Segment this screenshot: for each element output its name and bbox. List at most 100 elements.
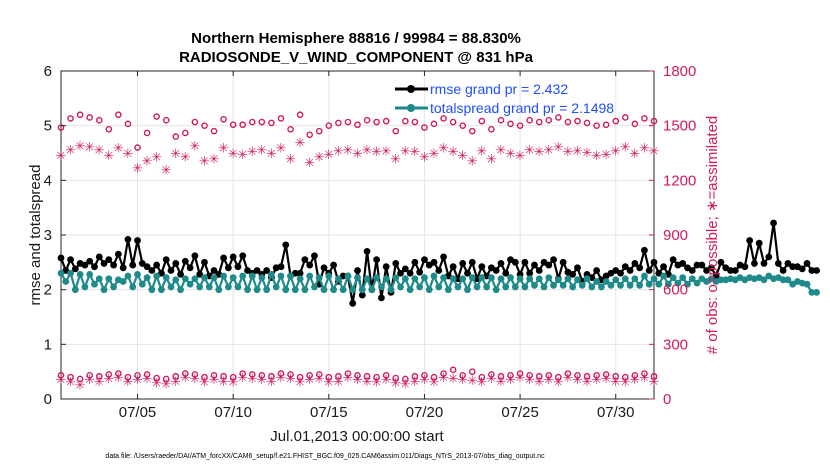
obs-assimilated-point: ✳ (649, 374, 660, 389)
obs-possible-point (277, 115, 285, 122)
totalspread-point (272, 283, 280, 291)
obs-assimilated-point: ✳ (56, 372, 67, 387)
obs-assimilated-point: ✳ (400, 143, 411, 158)
obs-assimilated-point: ✳ (429, 375, 440, 390)
rmse-point (349, 299, 357, 307)
obs-possible-point (555, 114, 562, 121)
obs-assimilated-point: ✳ (84, 140, 95, 155)
rmse-point (177, 270, 184, 278)
obs-assimilated-point: ✳ (180, 370, 191, 385)
rmse-point (406, 269, 414, 277)
totalspread-point (205, 283, 213, 291)
totalspread-point (325, 272, 333, 280)
obs-possible-point (248, 118, 256, 126)
x-tick-label: 07/20 (406, 404, 444, 421)
rmse-point (430, 258, 438, 266)
obs-possible-point (296, 373, 304, 381)
obs-assimilated-point: ✳ (333, 374, 344, 389)
totalspread-point (693, 279, 701, 287)
totalspread-point (124, 272, 132, 280)
obs-possible-point (191, 118, 199, 126)
obs-assimilated-point: ✳ (304, 372, 315, 387)
rmse-point (86, 257, 94, 265)
rmse-point (569, 270, 577, 278)
y-axis-label-left: rmse and totalspread (27, 165, 44, 306)
rmse-point (497, 260, 505, 267)
rmse-point (468, 258, 476, 266)
obs-possible-point (220, 372, 227, 380)
totalspread-point (516, 275, 524, 283)
rmse-point (220, 254, 227, 262)
totalspread-point (511, 283, 519, 291)
obs-possible-point (115, 370, 122, 377)
rmse-point (124, 235, 132, 243)
obs-assimilated-point: ✳ (180, 150, 191, 165)
rmse-point (765, 253, 773, 261)
obs-assimilated-point: ✳ (524, 372, 535, 387)
obs-assimilated-point: ✳ (285, 151, 296, 166)
obs-assimilated-point: ✳ (122, 374, 133, 389)
rmse-point (459, 260, 467, 267)
obs-possible-point (306, 372, 313, 379)
totalspread-point (621, 275, 629, 283)
totalspread-point (263, 286, 271, 294)
rmse-point (153, 261, 161, 269)
obs-assimilated-point: ✳ (448, 371, 459, 386)
totalspread-point (387, 286, 395, 294)
obs-assimilated-point: ✳ (65, 142, 76, 157)
obs-assimilated-point: ✳ (256, 372, 267, 387)
obs-assimilated-point: ✳ (610, 143, 621, 158)
chart-title-line1: Northern Hemisphere 88816 / 99984 = 88.8… (191, 30, 521, 47)
rmse-point (358, 291, 366, 299)
rmse-point (91, 263, 98, 271)
totalspread-point (602, 278, 610, 285)
obs-assimilated-point: ✳ (582, 374, 593, 389)
obs-possible-point (440, 115, 447, 122)
totalspread-point (760, 276, 768, 284)
obs-possible-point (248, 371, 256, 378)
rmse-point (416, 268, 424, 276)
totalspread-point (531, 281, 538, 289)
rmse-point (784, 260, 792, 267)
rmse-point (134, 237, 141, 244)
rmse-point (502, 269, 510, 277)
totalspread-point (669, 274, 677, 282)
rmse-point (526, 269, 534, 277)
totalspread-point (167, 283, 175, 291)
obs-possible-point (86, 114, 93, 121)
totalspread-point (76, 270, 84, 278)
totalspread-point (440, 274, 447, 282)
obs-possible-point (430, 120, 438, 128)
y-tick-label-left: 3 (44, 227, 52, 244)
rmse-point (105, 256, 113, 263)
obs-possible-point (335, 372, 342, 380)
rmse-point (774, 260, 782, 267)
obs-assimilated-point: ✳ (582, 145, 593, 160)
obs-assimilated-point: ✳ (419, 372, 430, 387)
footer-data-file: data file: /Users/raeder/DAI/ATM_forcXX/… (105, 453, 545, 460)
obs-assimilated-point: ✳ (467, 153, 478, 168)
totalspread-point (588, 283, 596, 291)
rmse-point (282, 241, 290, 249)
totalspread-point (597, 283, 605, 291)
obs-possible-point (201, 122, 208, 129)
obs-assimilated-point: ✳ (142, 153, 153, 168)
obs-possible-point (67, 373, 74, 381)
obs-possible-point (631, 120, 639, 128)
rmse-point (143, 263, 151, 271)
obs-assimilated-point: ✳ (276, 141, 287, 156)
totalspread-point (239, 272, 247, 280)
totalspread-point (134, 270, 141, 278)
obs-possible-point (229, 121, 237, 129)
y-tick-label-right: 1500 (663, 118, 696, 135)
obs-assimilated-point: ✳ (572, 143, 583, 158)
rmse-point (110, 261, 118, 269)
series-obs-possible-low- (57, 366, 658, 383)
obs-assimilated-point: ✳ (285, 371, 296, 386)
rmse-point (693, 261, 701, 269)
obs-assimilated-point: ✳ (247, 144, 258, 159)
rmse-point (741, 263, 749, 271)
obs-possible-point (258, 118, 266, 126)
obs-possible-point (162, 116, 170, 124)
obs-assimilated-point: ✳ (237, 370, 248, 385)
